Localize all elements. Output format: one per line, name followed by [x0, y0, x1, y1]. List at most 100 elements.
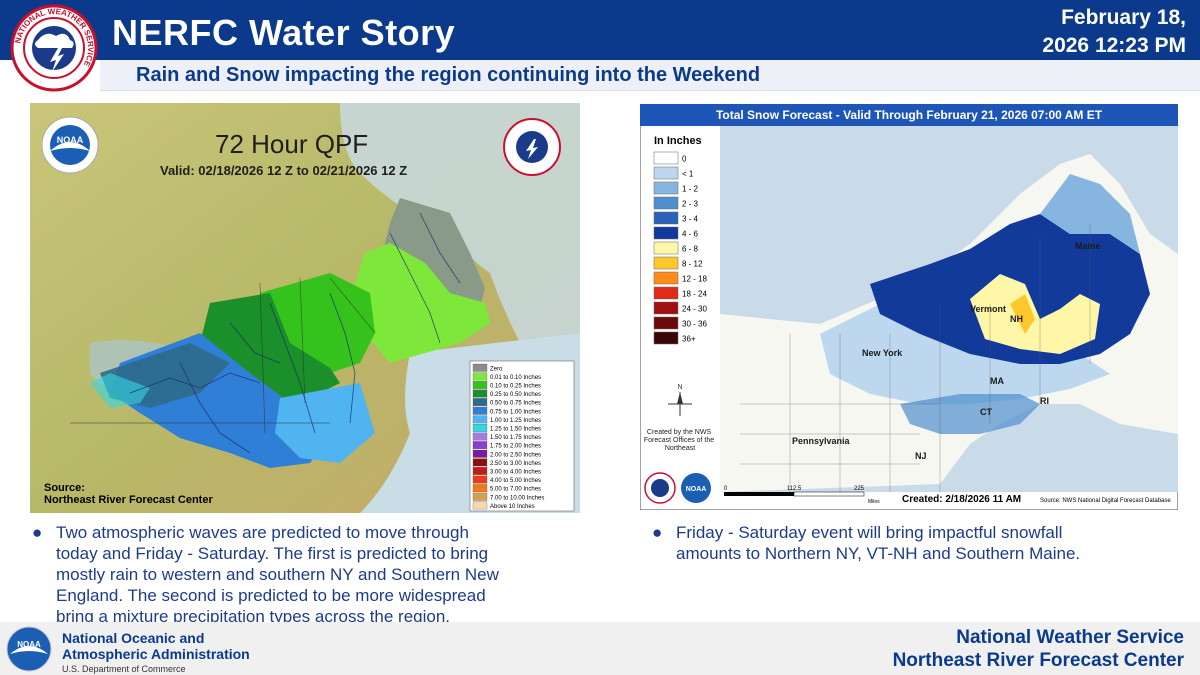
snow-source: Source: NWS National Digital Forecast Da… — [1040, 498, 1171, 504]
qpf-legend-swatch — [472, 363, 488, 372]
state-label-nj: NJ — [915, 451, 927, 461]
snow-legend-swatch — [653, 211, 679, 225]
snow-legend-label: 36+ — [682, 335, 696, 344]
snow-legend-swatch — [653, 316, 679, 330]
bullet-right-line: amounts to Northern NY, VT-NH and Southe… — [676, 544, 1081, 563]
snow-legend: In Inches 0 < 1 1 - 2 2 - 3 3 - 4 4 - 6 6 - 8 8… — [644, 130, 720, 490]
svg-text:NOAA: NOAA — [57, 135, 84, 145]
noaa-name-line: Atmospheric Administration — [62, 646, 250, 662]
qpf-legend-swatch — [472, 432, 488, 441]
state-label-ma: MA — [990, 376, 1004, 386]
qpf-legend-swatch — [472, 389, 488, 398]
qpf-legend-swatch — [472, 475, 488, 484]
state-label-newyork: New York — [862, 348, 903, 358]
org-name: National Weather Service Northeast River… — [893, 626, 1184, 672]
nws-logo-icon: NATIONAL WEATHER SERVICE — [10, 4, 98, 92]
qpf-legend-label: 7.00 to 10.00 Inches — [490, 495, 544, 501]
qpf-title: 72 Hour QPF — [215, 129, 368, 159]
state-label-maine: Maine — [1075, 241, 1101, 251]
bullet-left-line: mostly rain to western and southern NY a… — [56, 565, 499, 584]
snow-legend-label: 18 - 24 — [682, 290, 707, 299]
qpf-valid: Valid: 02/18/2026 12 Z to 02/21/2026 12 … — [160, 163, 407, 178]
subtitle-bar: Rain and Snow impacting the region conti… — [100, 60, 1200, 91]
snow-legend-swatch — [653, 166, 679, 180]
snow-zone-1-2 — [1040, 174, 1140, 254]
qpf-legend-label: 3.00 to 4.00 Inches — [490, 470, 541, 476]
snow-legend-label: 3 - 4 — [682, 215, 699, 224]
qpf-legend: Zero 0.01 to 0.10 Inches 0.10 to 0.25 Inch… — [469, 360, 575, 512]
qpf-legend-label: 0.01 to 0.10 Inches — [490, 375, 541, 381]
qpf-legend-swatch — [472, 458, 488, 467]
snow-legend-label: 12 - 18 — [682, 275, 707, 284]
snow-legend-swatch — [653, 256, 679, 270]
date-line-2: 2026 12:23 PM — [1042, 34, 1186, 57]
noaa-dept: U.S. Department of Commerce — [62, 664, 186, 674]
bullet-left-line: bring a mixture precipitation types acro… — [56, 607, 451, 626]
snow-legend-label: 1 - 2 — [682, 185, 699, 194]
snow-legend-swatch — [653, 301, 679, 315]
qpf-legend-swatch — [472, 501, 488, 510]
svg-text:Miles: Miles — [868, 499, 880, 505]
snow-map-titlebar — [640, 104, 1178, 126]
river-network — [129, 212, 461, 454]
qpf-legend-swatch — [472, 467, 488, 475]
snow-noaa-logo: NOAA — [681, 473, 711, 503]
org-name-line: National Weather Service — [956, 627, 1184, 648]
snow-nws-logo — [644, 472, 676, 504]
qpf-noaa-logo: NOAA — [41, 116, 99, 174]
qpf-nws-logo — [503, 118, 561, 176]
svg-text:NOAA: NOAA — [686, 486, 707, 493]
bullet-left-line: today and Friday - Saturday. The first i… — [56, 544, 489, 563]
snow-legend-label: 4 - 6 — [682, 230, 699, 239]
state-labels: Maine Vermont NH MA CT RI New York Penns… — [792, 241, 1101, 461]
qpf-source-label: Source: — [44, 482, 85, 494]
qpf-legend-label: Zero — [490, 366, 503, 372]
qpf-legend-swatch — [472, 441, 488, 450]
qpf-legend-label: 1.50 to 1.75 Inches — [490, 435, 541, 441]
qpf-legend-swatch — [472, 381, 488, 389]
noaa-name: National Oceanic and Atmospheric Adminis… — [62, 630, 250, 662]
compass-icon: N — [668, 384, 692, 416]
qpf-legend-swatch — [472, 415, 488, 424]
qpf-legend-label: 4.00 to 5.00 Inches — [490, 478, 541, 484]
snow-map-title: Total Snow Forecast - Valid Through Febr… — [716, 108, 1103, 122]
qpf-zone-cyan — [90, 373, 150, 408]
qpf-legend-swatch — [472, 372, 488, 381]
county-lines — [740, 224, 1091, 492]
snow-legend-label: 24 - 30 — [682, 305, 707, 314]
date-line-1: February 18, — [1061, 6, 1186, 29]
state-borders — [70, 277, 376, 434]
qpf-legend-label: 0.25 to 0.50 Inches — [490, 392, 541, 398]
bullet-right-text: Friday - Saturday event will bring impac… — [676, 522, 1080, 564]
state-label-pennsylvania: Pennsylvania — [792, 436, 851, 446]
qpf-legend-label: Above 10 Inches — [490, 504, 535, 510]
bullet-left-line: England. The second is predicted to be m… — [56, 586, 486, 605]
snow-legend-swatch — [653, 196, 679, 210]
snow-map: Total Snow Forecast - Valid Through Febr… — [640, 104, 1178, 510]
scale-bar: 0 112.5 225 Miles — [724, 486, 880, 505]
bullet-right-line: Friday - Saturday event will bring impac… — [676, 523, 1063, 542]
qpf-source-name: Northeast River Forecast Center — [44, 494, 213, 506]
svg-text:0: 0 — [724, 486, 728, 492]
qpf-legend-swatch — [472, 492, 488, 501]
datetime: February 18, 2026 12:23 PM — [1042, 4, 1186, 60]
snow-legend-label: 2 - 3 — [682, 200, 699, 209]
qpf-legend-label: 1.75 to 2.00 Inches — [490, 444, 541, 450]
snow-credit: Created by the NWS Forecast Offices of t… — [644, 429, 716, 452]
noaa-logo-icon: NOAA — [6, 626, 52, 672]
state-label-ri: RI — [1040, 396, 1049, 406]
snow-legend-swatch — [653, 286, 679, 300]
bullet-left: ● Two atmospheric waves are predicted to… — [32, 522, 612, 626]
snow-legend-title: In Inches — [654, 135, 702, 147]
state-label-ct: CT — [980, 407, 992, 417]
snow-legend-label: 6 - 8 — [682, 245, 699, 254]
qpf-legend-label: 0.75 to 1.00 Inches — [490, 409, 541, 415]
qpf-legend-label: 1.25 to 1.50 Inches — [490, 427, 541, 433]
qpf-zone-light — [350, 243, 490, 363]
svg-text:225: 225 — [854, 486, 865, 492]
snow-legend-swatch — [653, 271, 679, 285]
svg-text:NOAA: NOAA — [17, 640, 41, 649]
snow-legend-label: 0 — [682, 155, 687, 164]
snow-legend-swatch — [653, 151, 679, 165]
qpf-legend-label: 0.10 to 0.25 Inches — [490, 384, 541, 390]
